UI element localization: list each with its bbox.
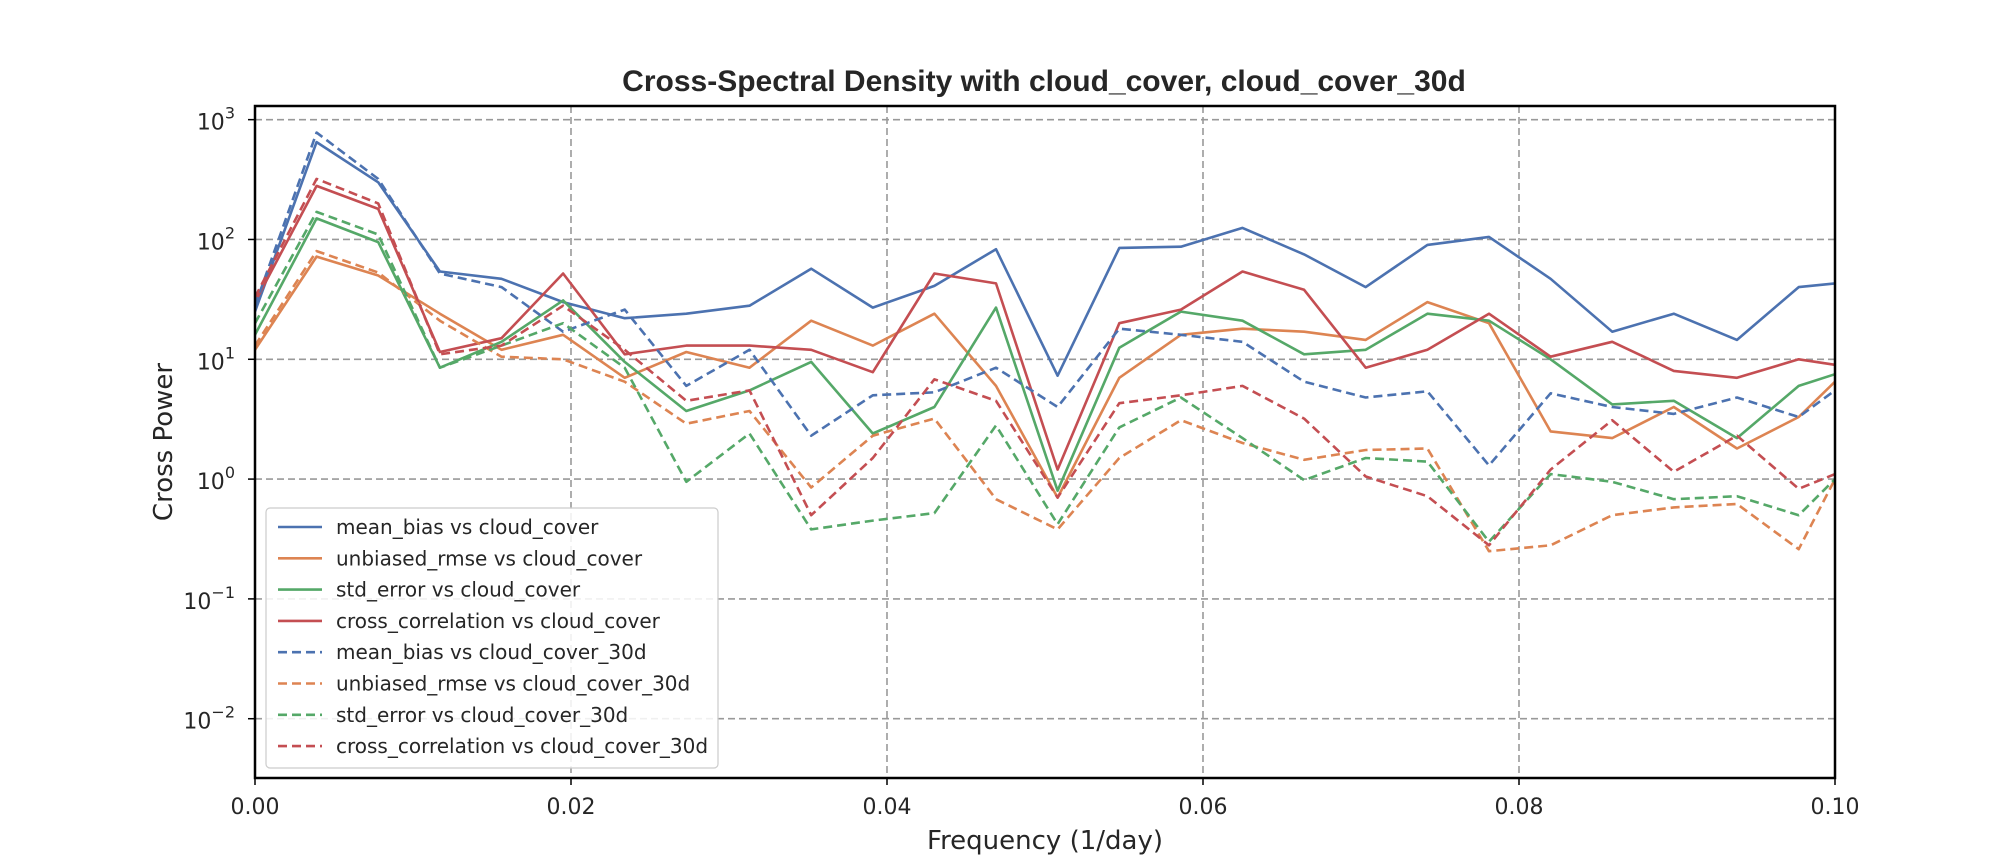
y-tick-label: 10−2 <box>183 703 235 735</box>
y-tick-label: 100 <box>197 463 235 495</box>
series-lines <box>253 131 1837 553</box>
x-tick-label: 0.08 <box>1495 795 1544 820</box>
series-line-3 <box>253 217 1836 493</box>
series-line-7 <box>253 210 1836 544</box>
series-line-6 <box>253 249 1837 553</box>
series-line-1 <box>253 140 1836 378</box>
series-line-4 <box>253 184 1836 471</box>
grid <box>255 106 1835 778</box>
series-line-2 <box>253 255 1836 499</box>
legend-label: std_error vs cloud_cover <box>336 578 581 602</box>
series-line-5 <box>253 131 1836 467</box>
series-line-8 <box>253 177 1836 547</box>
legend-label: mean_bias vs cloud_cover_30d <box>336 640 647 664</box>
x-ticks: 0.00 0.02 0.04 0.06 0.08 0.10 <box>231 778 1860 820</box>
legend: mean_bias vs cloud_cover unbiased_rmse vs… <box>265 507 719 769</box>
x-axis-label: Frequency (1/day) <box>927 826 1163 856</box>
x-tick-label: 0.02 <box>547 795 596 820</box>
chart-title: Cross-Spectral Density with cloud_cover,… <box>622 65 1466 98</box>
legend-box <box>265 507 719 769</box>
x-tick-label: 0.04 <box>863 795 912 820</box>
y-tick-label: 101 <box>197 343 235 375</box>
plot-frame <box>253 104 1837 780</box>
y-axis-label: Cross Power <box>149 363 179 521</box>
x-tick-label: 0.06 <box>1179 795 1228 820</box>
x-tick-label: 0.00 <box>231 795 280 820</box>
y-ticks: 10−2 10−1 100 101 102 103 <box>183 104 255 735</box>
y-tick-label: 103 <box>197 104 235 136</box>
y-tick-label: 10−1 <box>183 583 235 615</box>
y-tick-label: 102 <box>197 223 235 255</box>
x-tick-label: 0.10 <box>1811 795 1860 820</box>
legend-label: unbiased_rmse vs cloud_cover <box>336 546 643 570</box>
legend-label: std_error vs cloud_cover_30d <box>336 703 628 727</box>
legend-label: mean_bias vs cloud_cover <box>336 515 599 539</box>
legend-label: cross_correlation vs cloud_cover <box>336 609 661 633</box>
legend-label: unbiased_rmse vs cloud_cover_30d <box>336 672 690 696</box>
legend-label: cross_correlation vs cloud_cover_30d <box>336 734 708 758</box>
